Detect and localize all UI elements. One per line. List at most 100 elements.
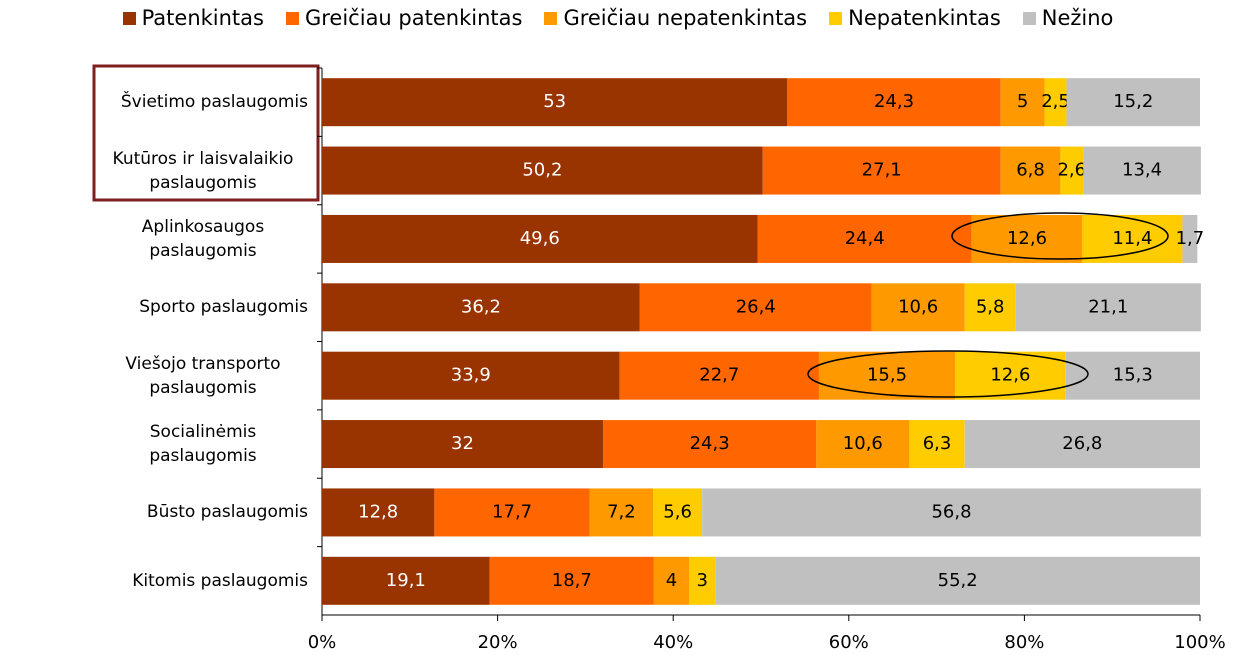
bar-segment	[619, 351, 819, 400]
y-tick-label: Viešojo transporto paslaugomis	[0, 352, 308, 400]
bar-segment	[322, 420, 603, 469]
data-label: 5,6	[663, 501, 692, 522]
bar-segment	[1044, 78, 1067, 127]
bar-segment	[816, 420, 910, 469]
bar-segment	[715, 556, 1200, 605]
bar-segment	[787, 78, 1001, 127]
highlight-box	[92, 64, 320, 202]
data-label: 33,9	[451, 365, 491, 386]
bar-segment	[971, 214, 1083, 263]
legend-item: Patenkintas	[122, 6, 264, 30]
legend-item: Nežino	[1022, 6, 1113, 30]
legend-swatch	[829, 11, 843, 25]
data-label: 11,4	[1112, 228, 1152, 249]
legend-label: Nepatenkintas	[848, 6, 1001, 30]
bar-segment	[489, 556, 654, 605]
data-label: 19,1	[386, 570, 426, 591]
legend-swatch	[544, 11, 558, 25]
y-tick-label: Socialinėmis paslaugomis	[0, 420, 308, 468]
data-label: 12,6	[990, 365, 1030, 386]
data-label: 12,6	[1007, 228, 1047, 249]
data-label: 5	[1017, 91, 1028, 112]
highlight-ellipse	[951, 212, 1169, 260]
x-tick-label: 40%	[653, 632, 693, 653]
legend-label: Greičiau patenkintas	[304, 6, 523, 30]
highlight-ellipse	[807, 350, 1089, 398]
data-label: 15,2	[1113, 91, 1153, 112]
legend-item: Nepatenkintas	[829, 6, 1001, 30]
data-label: 24,3	[690, 433, 730, 454]
data-label: 36,2	[461, 296, 501, 317]
bar-segment	[602, 420, 817, 469]
bar-segment	[653, 556, 690, 605]
category-text: Viešojo transporto paslaugomis	[125, 353, 281, 398]
category-text: Švietimo paslaugomis	[120, 92, 308, 113]
data-label: 18,7	[552, 570, 592, 591]
y-tick-label: Kutūros ir laisvalaikio paslaugomis	[0, 147, 308, 195]
category-text: Kutūros ir laisvalaikio paslaugomis	[112, 148, 294, 193]
data-label: 3	[696, 570, 707, 591]
data-label: 13,4	[1122, 160, 1162, 181]
bar-segment	[871, 283, 965, 332]
bar-segment	[762, 146, 1001, 195]
bar-segment	[653, 488, 703, 537]
x-tick-label: 100%	[1174, 632, 1225, 653]
data-label: 2,5	[1041, 91, 1070, 112]
category-text: Kitomis paslaugomis	[132, 570, 308, 591]
y-tick-label: Sporto paslaugomis	[0, 295, 308, 319]
bar-segment	[909, 420, 965, 469]
bar-segment	[1000, 146, 1061, 195]
bar-segment	[1000, 78, 1045, 127]
data-label: 5,8	[976, 296, 1005, 317]
bar-segment	[1066, 78, 1200, 127]
x-tick-label: 20%	[478, 632, 518, 653]
bar-segment	[322, 214, 758, 263]
data-label: 15,5	[867, 365, 907, 386]
bar-segment	[964, 283, 1016, 332]
x-tick-label: 80%	[1004, 632, 1044, 653]
data-label: 55,2	[938, 570, 978, 591]
data-label: 7,2	[607, 501, 636, 522]
data-label: 50,2	[522, 160, 562, 181]
data-label: 10,6	[843, 433, 883, 454]
legend-label: Patenkintas	[141, 6, 264, 30]
data-label: 17,7	[492, 501, 532, 522]
data-label: 24,4	[845, 228, 885, 249]
data-label: 22,7	[699, 365, 739, 386]
category-text: Sporto paslaugomis	[139, 297, 308, 318]
x-tick-label: 0%	[308, 632, 337, 653]
bar-segment	[1060, 146, 1084, 195]
data-label: 10,6	[898, 296, 938, 317]
bar-segment	[639, 283, 872, 332]
legend-swatch	[122, 11, 136, 25]
bar-segment	[589, 488, 654, 537]
category-text: Būsto paslaugomis	[146, 502, 308, 523]
bar-segment	[964, 420, 1200, 469]
bar-segment	[757, 214, 972, 263]
data-label: 6,3	[923, 433, 952, 454]
data-label: 32	[451, 433, 474, 454]
data-label: 26,4	[736, 296, 776, 317]
data-label: 27,1	[862, 160, 902, 181]
data-label: 15,3	[1113, 365, 1153, 386]
bar-segment	[322, 351, 620, 400]
bar-segment	[322, 78, 788, 127]
bar-segment	[434, 488, 590, 537]
legend-swatch	[1022, 11, 1036, 25]
category-text: Socialinėmis paslaugomis	[149, 422, 257, 467]
legend-label: Greičiau nepatenkintas	[563, 6, 808, 30]
data-label: 53	[543, 91, 566, 112]
y-tick-label: Būsto paslaugomis	[0, 500, 308, 524]
bar-segment	[322, 556, 490, 605]
bar-segment	[955, 351, 1066, 400]
x-tick-label: 60%	[829, 632, 869, 653]
data-label: 49,6	[520, 228, 560, 249]
bar-segment	[322, 146, 763, 195]
bar-segment	[689, 556, 716, 605]
y-tick-label: Švietimo paslaugomis	[0, 90, 308, 114]
bar-segment	[322, 488, 435, 537]
data-label: 4	[666, 570, 677, 591]
bar-segment	[1182, 214, 1198, 263]
